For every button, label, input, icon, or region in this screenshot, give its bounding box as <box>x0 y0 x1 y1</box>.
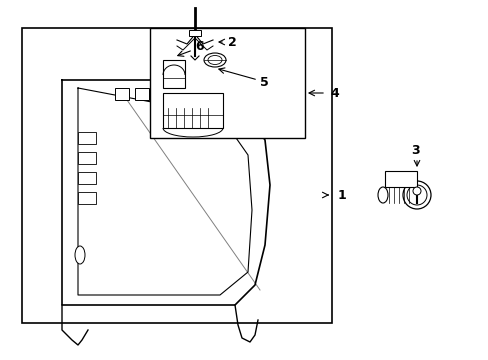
Bar <box>22 28 331 323</box>
Text: 1: 1 <box>337 189 346 202</box>
Bar <box>384 171 416 187</box>
Text: 5: 5 <box>260 76 268 89</box>
Bar <box>78 132 96 144</box>
Ellipse shape <box>203 53 225 67</box>
Bar <box>163 93 223 128</box>
Bar <box>163 60 184 88</box>
Bar <box>78 152 96 164</box>
Bar <box>150 28 305 138</box>
Bar <box>135 88 149 100</box>
Text: 3: 3 <box>410 144 419 157</box>
Text: 2: 2 <box>227 36 236 49</box>
Bar <box>189 30 201 36</box>
Bar <box>78 192 96 204</box>
Bar <box>115 88 129 100</box>
Text: 4: 4 <box>329 86 338 99</box>
Bar <box>78 172 96 184</box>
Ellipse shape <box>402 181 430 209</box>
Ellipse shape <box>412 187 420 195</box>
Ellipse shape <box>377 187 387 203</box>
Ellipse shape <box>406 185 426 205</box>
Ellipse shape <box>75 246 85 264</box>
Ellipse shape <box>207 55 222 64</box>
Text: 6: 6 <box>195 40 203 53</box>
Bar <box>155 88 169 100</box>
